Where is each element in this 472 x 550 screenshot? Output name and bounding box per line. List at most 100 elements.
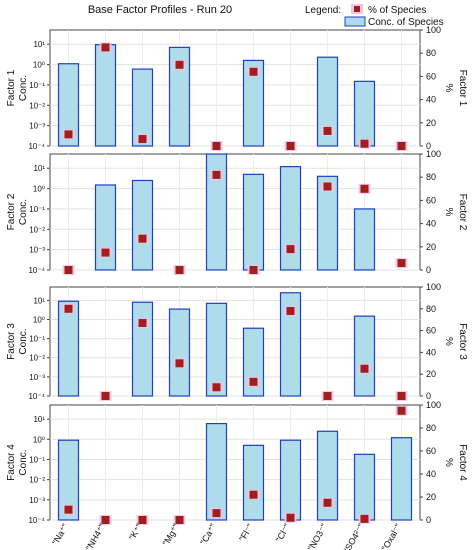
conc-bar [279, 166, 302, 271]
left-tick-label: 10⁻³ [29, 373, 45, 382]
category-label: "Cl⁻" [274, 522, 292, 544]
percent-marker [360, 184, 369, 193]
legend-item-conc: Conc. of Species [344, 16, 444, 28]
legend-conc-text: Conc. of Species [368, 17, 444, 28]
right-axis-unit: % [443, 84, 454, 93]
left-axis-title: Factor 4 [6, 444, 17, 481]
factor-panel-1: 10⁻⁴ 10⁻³ 10⁻² 10⁻¹ 10⁰ 10¹ 0 20 40 60 80 100 Factor… [6, 25, 468, 151]
right-axis-unit: % [443, 458, 454, 467]
percent-marker [175, 359, 184, 368]
left-tick-label: 10¹ [33, 40, 45, 49]
legend-item-percent: % of Species [351, 4, 426, 16]
left-axis-title: Factor 1 [6, 69, 17, 106]
percent-marker [286, 306, 295, 315]
legend-percent-text: % of Species [368, 5, 426, 16]
left-tick-label: 10⁻² [29, 354, 45, 363]
left-tick-label: 10⁻² [29, 476, 45, 485]
right-axis-title: Factor 1 [457, 70, 468, 107]
conc-bar [242, 173, 265, 271]
percent-marker [286, 513, 295, 522]
left-tick-label: 10⁻² [29, 225, 45, 234]
factor-panel-3: 10⁻⁴ 10⁻³ 10⁻² 10⁻¹ 10⁰ 10¹ 0 20 40 60 80 100 Factor… [6, 282, 468, 401]
percent-marker [360, 514, 369, 523]
conc-bar [390, 437, 413, 521]
percent-marker [323, 392, 332, 400]
right-tick-label: 100 [426, 149, 441, 159]
percent-marker [397, 392, 406, 400]
right-tick-label: 0 [426, 515, 431, 525]
conc-bar [94, 44, 117, 147]
conc-bar [316, 175, 339, 271]
right-axis-unit: % [443, 337, 454, 346]
left-axis-title: Factor 3 [6, 323, 17, 360]
percent-marker [249, 490, 258, 499]
left-tick-label: 10⁰ [33, 435, 45, 444]
percent-marker [138, 234, 147, 243]
left-tick-label: 10⁻¹ [29, 455, 45, 464]
right-axis-title: Factor 3 [457, 323, 468, 360]
percent-marker [249, 67, 258, 76]
conc-bar [279, 439, 302, 521]
right-tick-label: 60 [426, 446, 436, 456]
conc-bar [205, 422, 228, 521]
percent-marker [212, 509, 221, 518]
percent-marker [397, 259, 406, 268]
left-tick-label: 10⁻⁴ [28, 392, 45, 401]
factor-panel-2: 10⁻⁴ 10⁻³ 10⁻² 10⁻¹ 10⁰ 10¹ 0 20 40 60 80 100 Factor… [6, 149, 468, 275]
right-tick-label: 80 [426, 48, 436, 58]
left-tick-label: 10⁻³ [29, 246, 45, 255]
percent-marker [323, 182, 332, 191]
right-axis-unit: % [443, 208, 454, 217]
left-axis-subtitle: Conc. [18, 199, 29, 225]
conc-bar [131, 68, 154, 147]
right-tick-label: 40 [426, 95, 436, 105]
left-tick-label: 10⁻⁴ [28, 142, 45, 151]
left-tick-label: 10⁰ [33, 61, 45, 70]
left-tick-label: 10⁻⁴ [28, 266, 45, 275]
right-tick-label: 60 [426, 71, 436, 81]
percent-marker [101, 392, 110, 400]
percent-marker [397, 406, 406, 415]
percent-marker [138, 318, 147, 327]
legend-label: Legend: [305, 5, 341, 16]
conc-bar [57, 300, 80, 397]
percent-marker [64, 266, 73, 274]
category-label: "NO3⁻" [306, 522, 329, 550]
factor-panel-4: 10⁻⁴ 10⁻³ 10⁻² 10⁻¹ 10⁰ 10¹ 0 20 40 60 80 100 Factor… [6, 400, 468, 525]
right-tick-label: 80 [426, 304, 436, 314]
left-axis-subtitle: Conc. [18, 75, 29, 101]
right-tick-label: 40 [426, 219, 436, 229]
category-label: "Oxal⁻" [380, 522, 403, 550]
percent-marker [360, 139, 369, 148]
left-axis-subtitle: Conc. [18, 328, 29, 354]
conc-bar [57, 63, 80, 147]
left-tick-label: 10¹ [33, 296, 45, 305]
conc-bar [205, 302, 228, 397]
right-tick-label: 0 [426, 265, 431, 275]
percent-marker [286, 245, 295, 254]
percent-marker [212, 142, 221, 150]
left-tick-label: 10⁻³ [29, 496, 45, 505]
percent-marker [101, 43, 110, 52]
conc-bar [168, 46, 191, 147]
right-tick-label: 60 [426, 326, 436, 336]
percent-marker [175, 266, 184, 274]
percent-marker [323, 126, 332, 135]
legend-conc-marker [344, 16, 366, 27]
right-tick-label: 60 [426, 195, 436, 205]
percent-marker [397, 142, 406, 150]
legend-percent-marker [354, 6, 360, 12]
right-tick-label: 100 [426, 25, 441, 35]
percent-marker [212, 383, 221, 392]
conc-bar [279, 292, 302, 397]
left-tick-label: 10⁻¹ [29, 205, 45, 214]
percent-marker [249, 266, 258, 274]
conc-bar [205, 153, 228, 271]
right-tick-label: 100 [426, 400, 441, 410]
left-tick-label: 10⁰ [33, 185, 45, 194]
percent-marker [138, 135, 147, 144]
conc-bar [57, 439, 80, 521]
conc-bar [242, 59, 265, 147]
percent-marker [101, 248, 110, 257]
